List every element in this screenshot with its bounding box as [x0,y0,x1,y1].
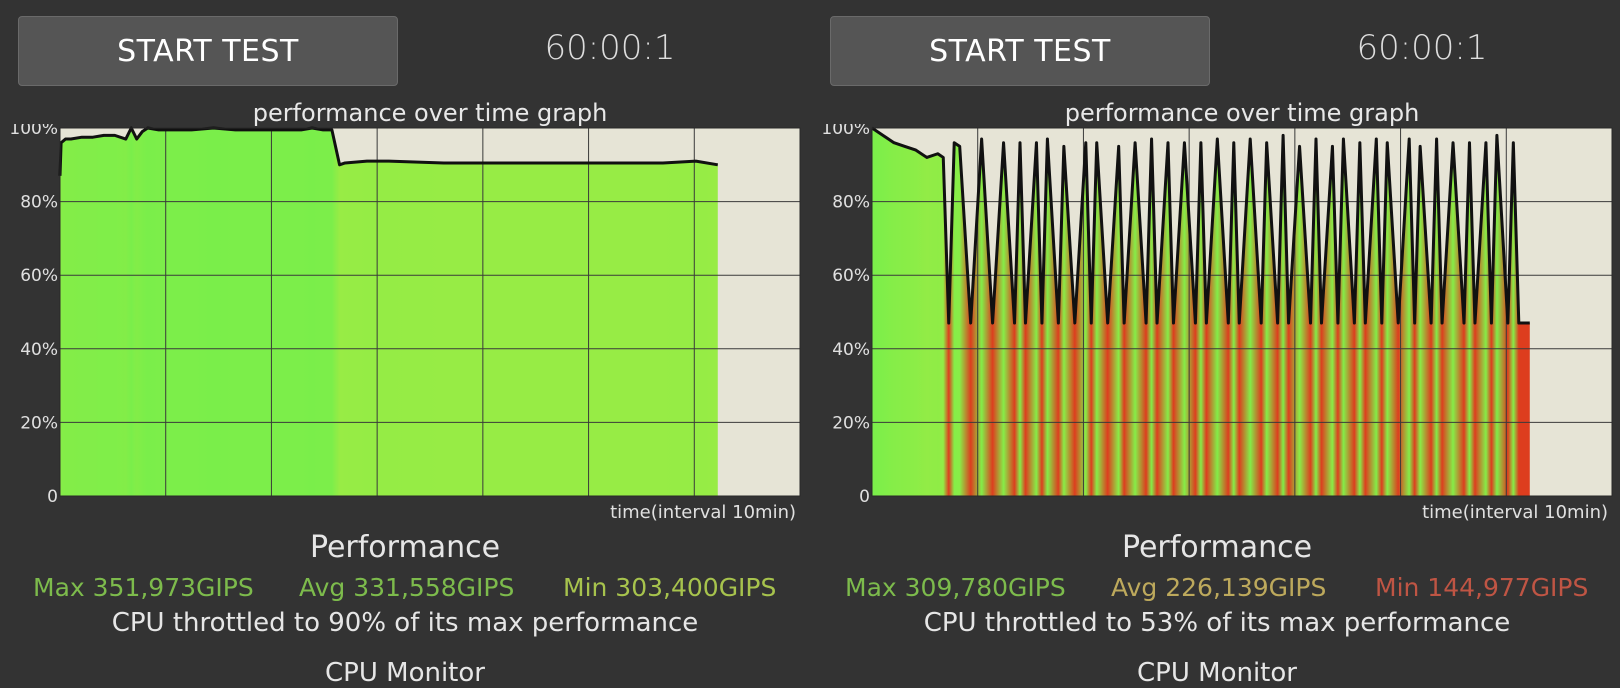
performance-area [872,128,1530,496]
cpu-monitor-title: CPU Monitor [325,658,485,688]
stat-min: Min 303,400GIPS [563,573,777,602]
y-tick-label: 100% [9,124,58,139]
stat-avg: Avg 226,139GIPS [1111,573,1327,602]
timer: 60:00:1 [544,28,676,68]
y-tick-label: 80% [20,193,58,213]
performance-title: Performance [309,530,501,565]
performance-area [60,128,718,496]
start-test-button[interactable]: START TEST [830,16,1210,86]
y-tick-label: 80% [832,193,870,213]
x-axis-caption: time(interval 10min) [610,502,796,523]
plot-border [59,127,801,497]
graph-title: performance over time graph [252,99,608,127]
y-tick-label: 0 [47,487,58,504]
y-tick-label: 20% [832,413,870,433]
throttle-text: CPU throttled to 90% of its max performa… [111,608,699,638]
y-tick-label: 40% [20,340,58,360]
y-tick-label: 60% [832,266,870,286]
y-tick-label: 60% [20,266,58,286]
performance-line [871,126,1530,325]
left-panel: START TEST 60:00:1 performance over time… [0,0,810,688]
stat-avg: Avg 331,558GIPS [299,573,515,602]
stats-row: Max 351,973GIPS Avg 331,558GIPS Min 303,… [0,573,810,607]
performance-line [58,126,719,176]
timer: 60:00:1 [1356,28,1488,68]
stats-row: Max 309,780GIPS Avg 226,139GIPS Min 144,… [812,573,1620,607]
y-tick-label: 100% [821,124,870,139]
right-panel: START TEST 60:00:1 performance over time… [812,0,1620,688]
stat-max: Max 351,973GIPS [33,573,254,602]
y-tick-label: 40% [832,340,870,360]
y-tick-label: 20% [20,413,58,433]
start-test-button[interactable]: START TEST [18,16,398,86]
plot-border [871,127,1613,497]
throttle-text: CPU throttled to 53% of its max performa… [923,608,1511,638]
x-axis-caption: time(interval 10min) [1422,502,1608,523]
cpu-monitor-title: CPU Monitor [1137,658,1297,688]
y-tick-label: 0 [859,487,870,504]
stat-min: Min 144,977GIPS [1375,573,1589,602]
graph-title: performance over time graph [1064,99,1420,127]
performance-title: Performance [1121,530,1313,565]
performance-chart: 0 20% 40% 60% 80% 100% [9,124,801,504]
stat-max: Max 309,780GIPS [845,573,1066,602]
performance-chart: 0 20% 40% 60% 80% 100% [821,124,1613,504]
